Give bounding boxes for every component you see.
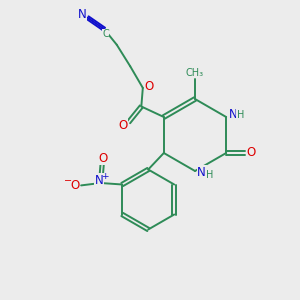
Text: H: H xyxy=(206,169,213,180)
Text: C: C xyxy=(102,29,109,39)
Text: O: O xyxy=(70,179,79,192)
Text: O: O xyxy=(118,118,127,132)
Text: N: N xyxy=(228,108,237,121)
Text: −: − xyxy=(64,176,73,186)
Text: O: O xyxy=(98,152,107,165)
Text: N: N xyxy=(95,173,103,187)
Text: N: N xyxy=(78,8,87,21)
Text: O: O xyxy=(145,80,154,93)
Text: CH₃: CH₃ xyxy=(186,68,204,78)
Text: +: + xyxy=(101,172,108,181)
Text: N: N xyxy=(197,166,206,179)
Text: H: H xyxy=(237,110,244,120)
Text: O: O xyxy=(247,146,256,160)
